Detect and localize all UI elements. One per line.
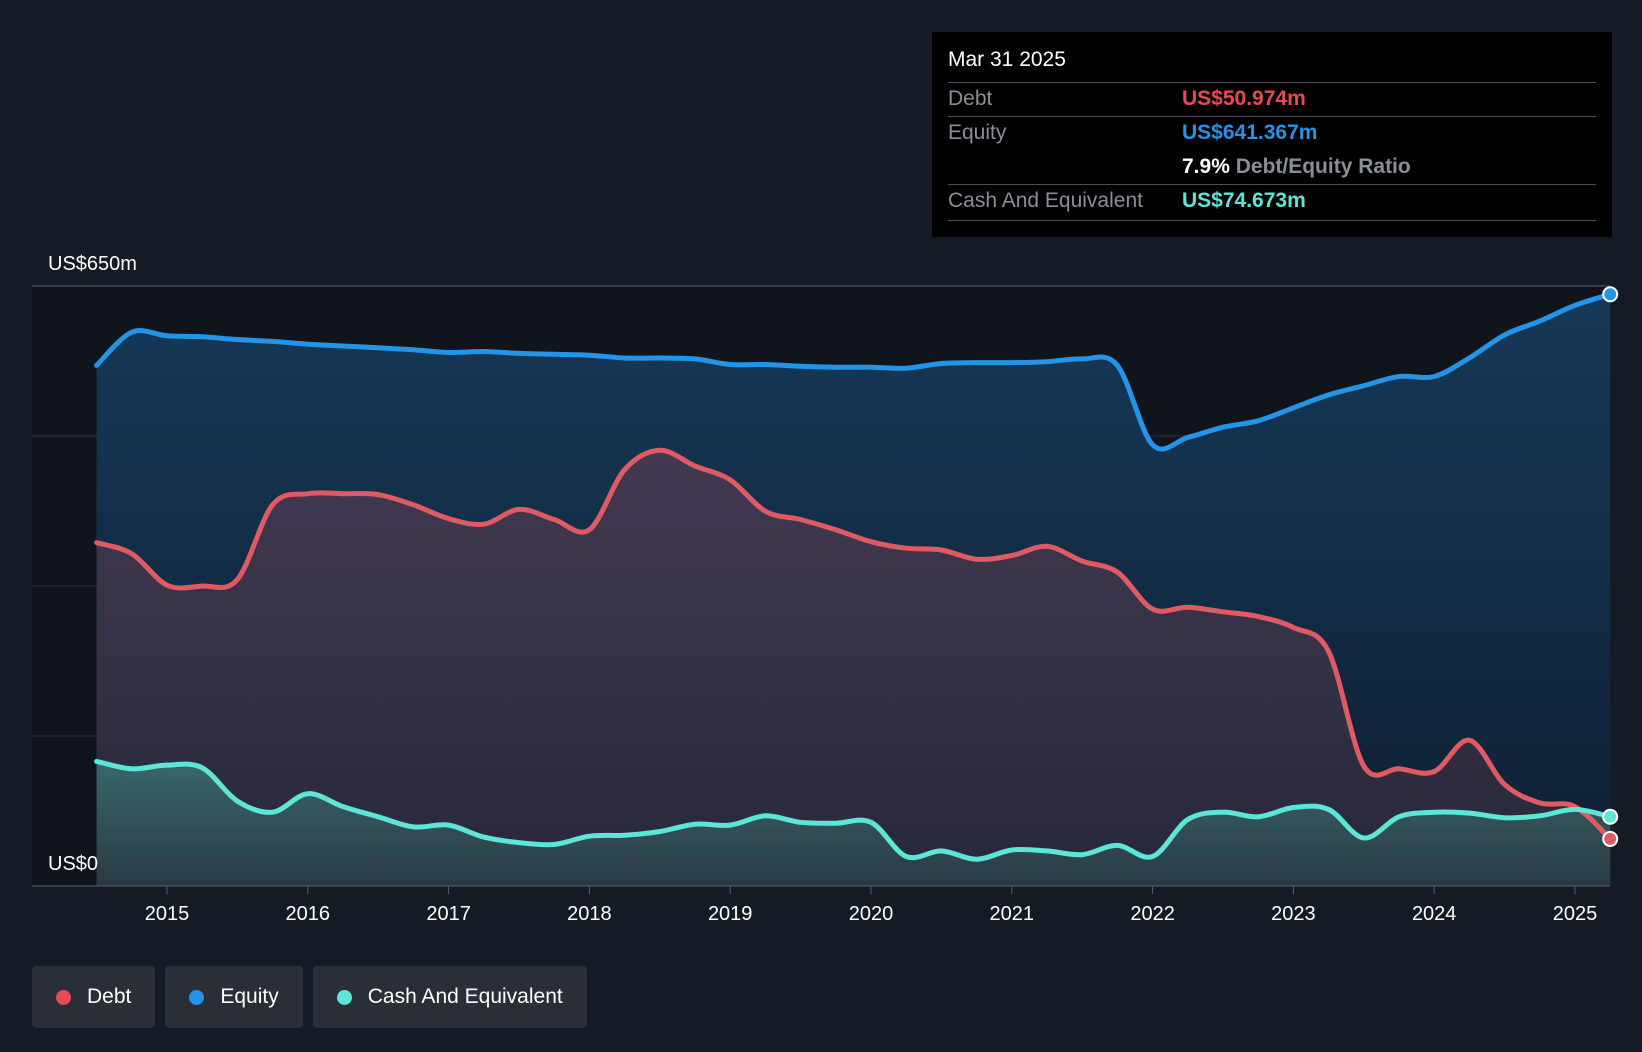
x-tick-label: 2015	[145, 903, 190, 925]
legend-item-equity[interactable]: Equity	[165, 966, 303, 1028]
legend-label-debt: Debt	[87, 985, 132, 1008]
equity-line	[94, 291, 1613, 452]
tooltip: Mar 31 2025 Debt US$50.974m Equity US$64…	[932, 32, 1612, 237]
equity-end-marker[interactable]	[1602, 286, 1619, 303]
legend-item-cash[interactable]: Cash And Equivalent	[312, 966, 587, 1028]
tooltip-divider	[948, 184, 1596, 185]
y-axis-bottom-label: US$0	[48, 853, 98, 875]
x-tick-label: 2025	[1553, 903, 1598, 925]
cash-dot-icon	[336, 989, 352, 1005]
tooltip-ratio-label: Debt/Equity Ratio	[1235, 155, 1411, 178]
legend-item-debt[interactable]: Debt	[32, 966, 156, 1028]
x-tick-label: 2022	[1130, 903, 1175, 925]
debt-end-marker[interactable]	[1602, 830, 1619, 847]
x-tick-label: 2023	[1271, 903, 1316, 925]
x-tick-label: 2019	[708, 903, 753, 925]
tooltip-debt-row: Debt US$50.974m	[948, 83, 1596, 117]
tooltip-cash-label: Cash And Equivalent	[948, 189, 1143, 212]
x-tick-label: 2024	[1412, 903, 1457, 925]
tooltip-divider	[948, 82, 1596, 83]
x-tick-label: 2020	[849, 903, 894, 925]
cash-line	[94, 758, 1613, 862]
y-axis-top-label: US$650m	[48, 253, 137, 275]
x-tick-label: 2018	[567, 903, 612, 925]
x-tick-label: 2017	[426, 903, 471, 925]
tooltip-ratio-row: 7.9% Debt/Equity Ratio	[948, 151, 1596, 185]
equity-dot-icon	[189, 989, 205, 1005]
tooltip-equity-row: Equity US$641.367m	[948, 117, 1596, 151]
tooltip-debt-label: Debt	[948, 87, 993, 110]
tooltip-cash-value: US$74.673m	[1182, 189, 1306, 212]
tooltip-ratio: 7.9% Debt/Equity Ratio	[1182, 155, 1411, 179]
debt-dot-icon	[56, 989, 71, 1005]
legend-label-equity: Equity	[220, 985, 279, 1008]
tooltip-divider	[948, 116, 1596, 117]
legend: Debt Equity Cash And Equivalent	[32, 966, 587, 1028]
legend-label-cash: Cash And Equivalent	[367, 985, 563, 1008]
cash-area	[96, 761, 1611, 886]
debt-area	[96, 450, 1611, 886]
debt-line	[94, 447, 1613, 842]
x-tick-label: 2021	[990, 903, 1035, 925]
tooltip-equity-value: US$641.367m	[1182, 121, 1318, 144]
tooltip-ratio-value: 7.9%	[1182, 155, 1230, 178]
tooltip-cash-row: Cash And Equivalent US$74.673m	[948, 185, 1596, 219]
tooltip-equity-label: Equity	[948, 121, 1007, 144]
tooltip-date: Mar 31 2025	[948, 48, 1066, 71]
tooltip-debt-value: US$50.974m	[1182, 87, 1306, 110]
cash-end-marker[interactable]	[1602, 808, 1619, 825]
tooltip-divider	[948, 220, 1596, 221]
x-tick-label: 2016	[286, 903, 331, 925]
